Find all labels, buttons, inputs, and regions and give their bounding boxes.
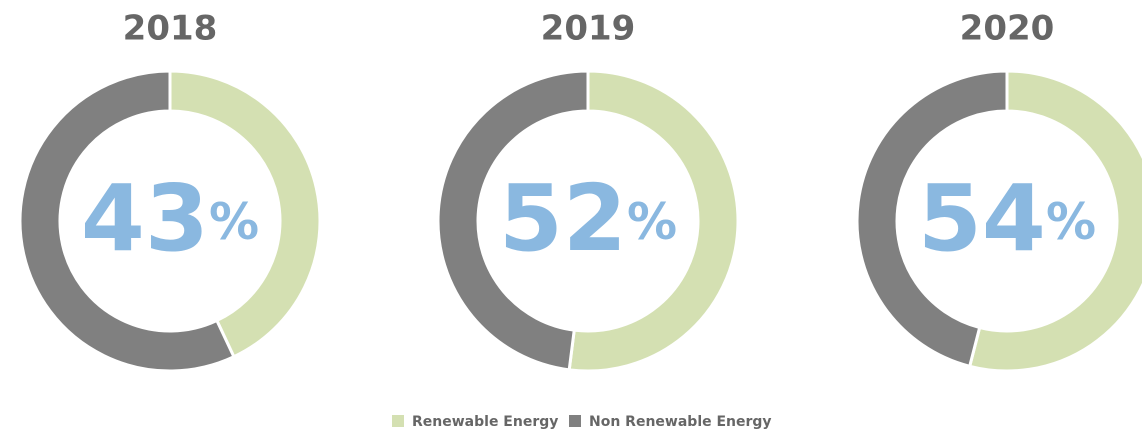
center-number: 52 (499, 165, 627, 272)
center-number: 54 (918, 165, 1046, 272)
center-unit: % (627, 193, 677, 251)
center-number: 43 (81, 165, 209, 272)
center-label: 52% (499, 165, 677, 272)
chart-title: 2020 (960, 9, 1055, 49)
donut-segment (18, 69, 236, 373)
legend-label: Non Renewable Energy (589, 414, 772, 430)
donut-segment (967, 69, 1142, 373)
chart-title: 2019 (541, 9, 636, 49)
legend-swatch (569, 415, 581, 427)
center-label: 43% (81, 165, 259, 272)
center-unit: % (209, 193, 259, 251)
chart-title: 2018 (123, 9, 218, 49)
center-label: 54% (918, 165, 1096, 272)
legend-label: Renewable Energy (412, 414, 558, 430)
donut-segment (855, 69, 1009, 369)
legend-swatch (392, 415, 404, 427)
center-unit: % (1046, 193, 1096, 251)
donut-segment (567, 69, 740, 373)
donut-segment (168, 69, 322, 359)
donut-segment (436, 69, 590, 372)
